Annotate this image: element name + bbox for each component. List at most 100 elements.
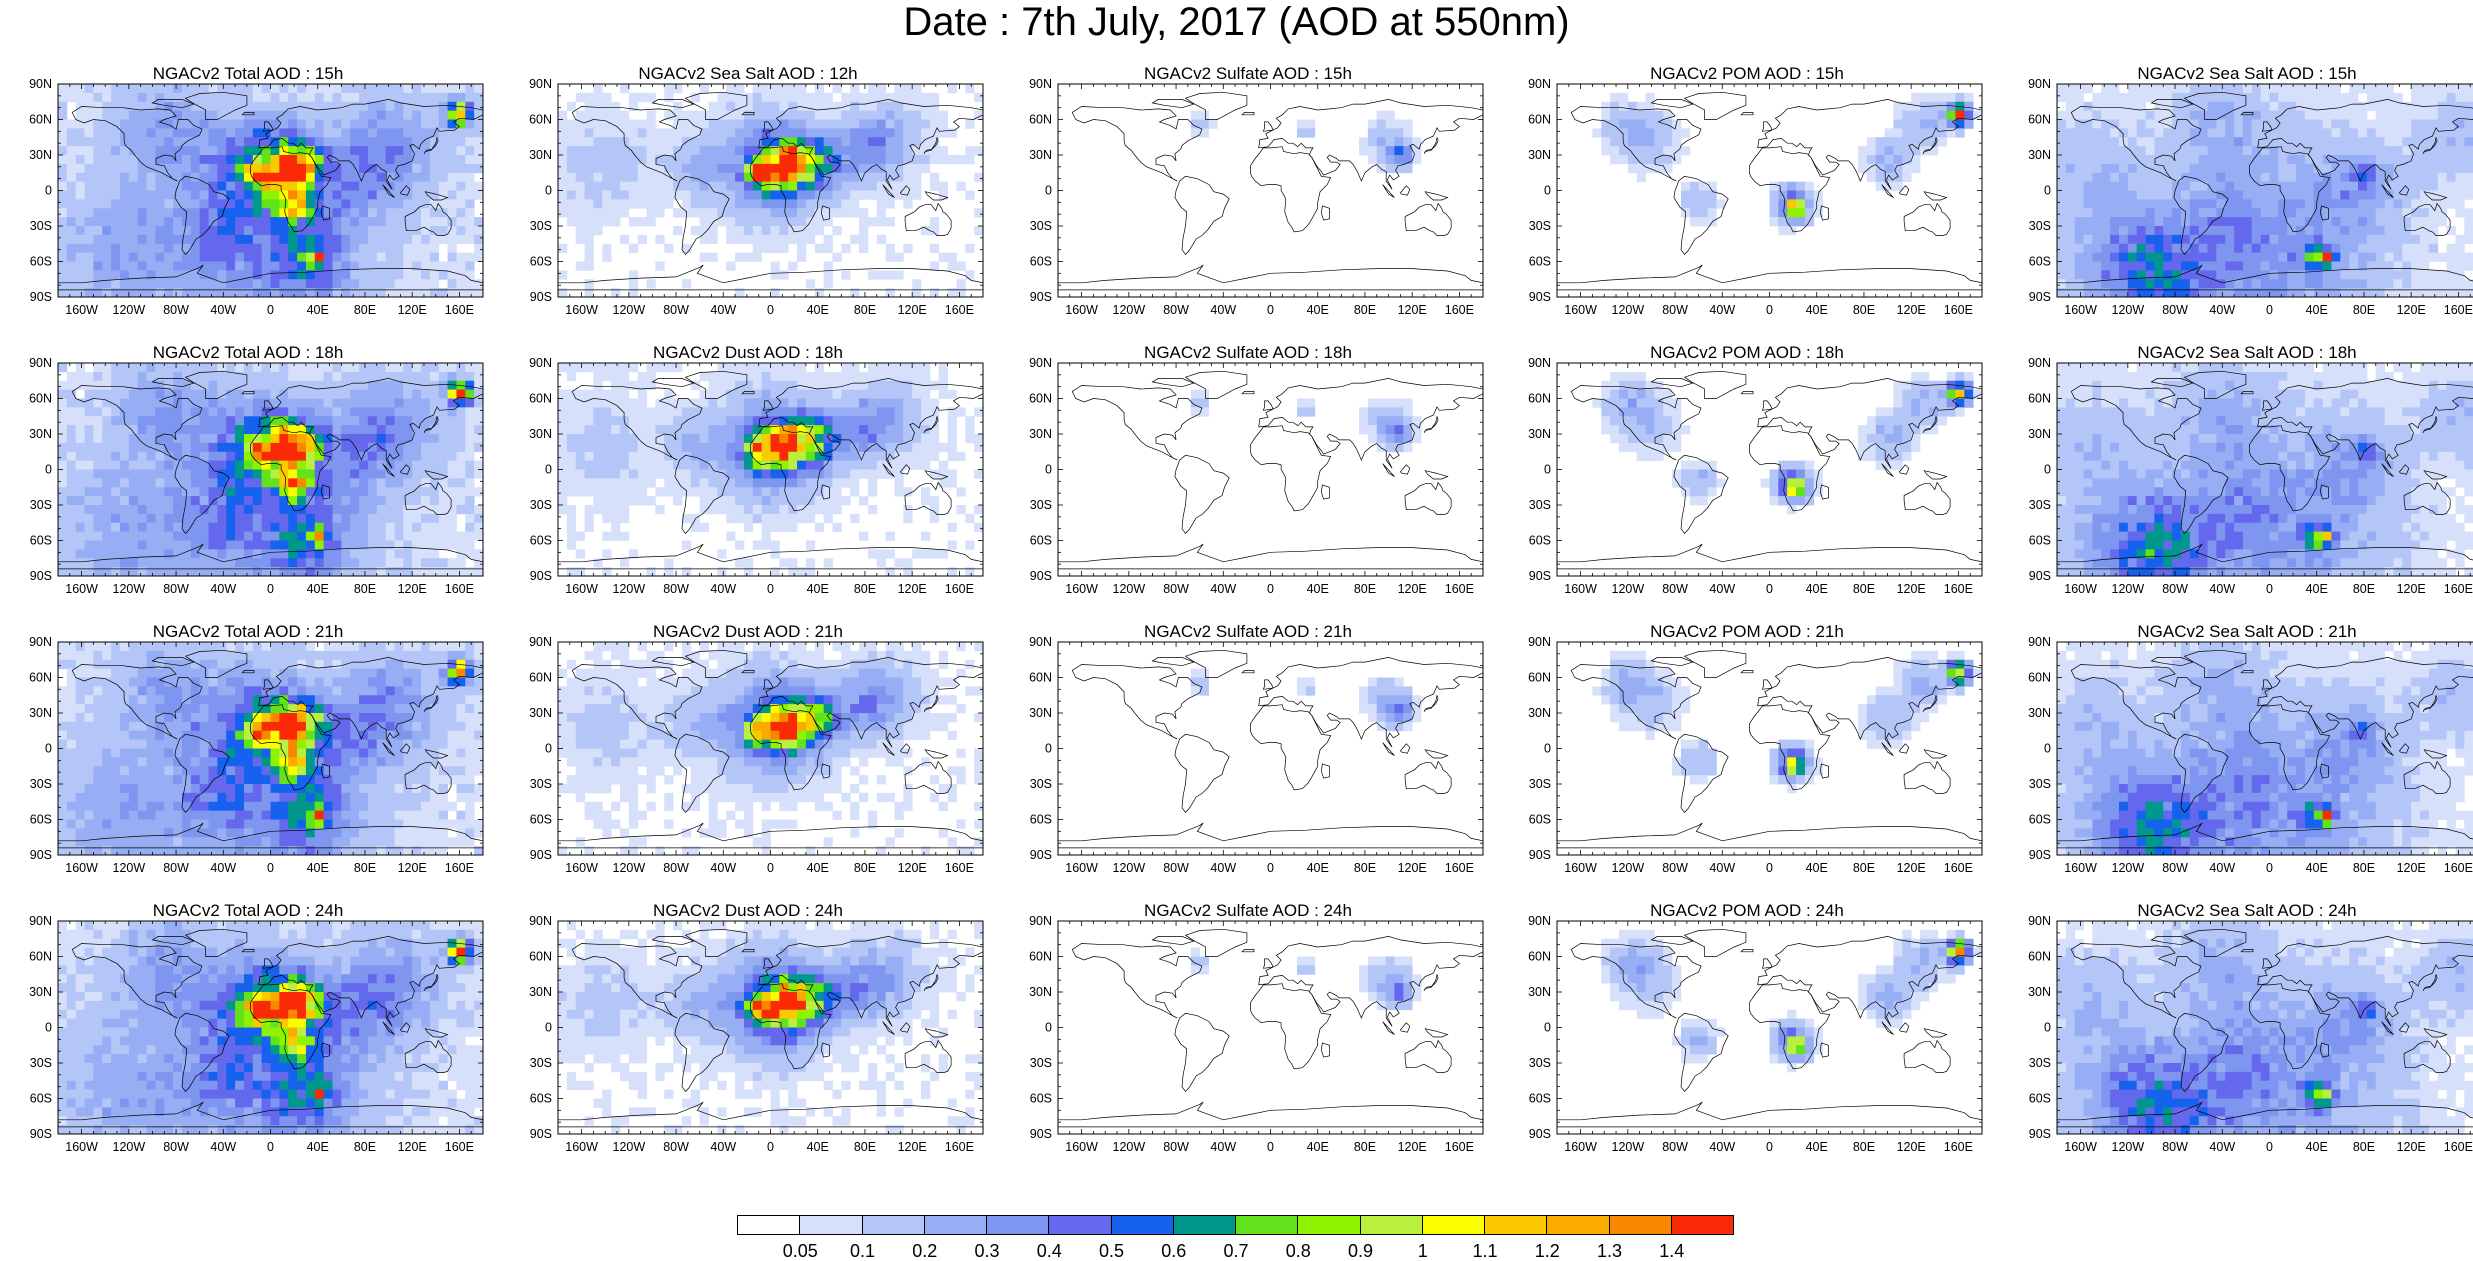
lat-label: 90N	[529, 356, 552, 370]
panel-title: NGACv2 POM AOD : 24h	[1507, 901, 1987, 921]
lat-label: 90S	[2029, 1127, 2051, 1141]
lat-label: 90N	[2028, 914, 2051, 928]
panel-title: NGACv2 Sea Salt AOD : 18h	[2007, 343, 2473, 363]
lat-label: 30S	[1030, 777, 1052, 791]
lat-label: 60N	[529, 950, 552, 964]
panel-title: NGACv2 Total AOD : 24h	[8, 901, 488, 921]
lon-label: 40W	[1210, 582, 1236, 596]
lat-label: 90S	[530, 1127, 552, 1141]
lat-label: 0	[1045, 463, 1052, 477]
lat-label: 0	[45, 463, 52, 477]
lat-label: 30S	[1529, 777, 1551, 791]
lon-label: 120E	[1398, 303, 1427, 317]
lon-label: 40W	[210, 303, 236, 317]
lat-label: 30S	[1030, 219, 1052, 233]
lat-label: 60S	[1529, 813, 1551, 827]
lat-label: 60S	[1529, 534, 1551, 548]
lat-label: 60N	[29, 113, 52, 127]
lat-label: 90S	[1030, 848, 1052, 862]
lon-label: 120W	[1612, 303, 1645, 317]
panel-title: NGACv2 Sea Salt AOD : 24h	[2007, 901, 2473, 921]
lat-label: 30S	[2029, 219, 2051, 233]
lat-label: 60S	[1030, 1092, 1052, 1106]
lat-label: 60N	[1528, 950, 1551, 964]
lon-label: 120W	[2112, 303, 2145, 317]
lon-label: 120W	[113, 303, 146, 317]
lon-label: 0	[267, 861, 274, 875]
lon-label: 160W	[1065, 303, 1098, 317]
lat-label: 0	[2044, 463, 2051, 477]
lat-label: 0	[545, 463, 552, 477]
lat-label: 0	[2044, 1021, 2051, 1035]
lon-label: 80W	[2162, 1140, 2188, 1154]
lon-label: 160E	[1445, 582, 1474, 596]
lat-label: 60N	[2028, 671, 2051, 685]
lon-label: 80W	[663, 1140, 689, 1154]
lon-label: 160W	[2064, 582, 2097, 596]
lat-label: 90N	[529, 914, 552, 928]
lat-label: 90S	[530, 848, 552, 862]
lat-label: 30S	[530, 498, 552, 512]
lat-label: 60N	[2028, 950, 2051, 964]
lat-label: 90N	[29, 356, 52, 370]
lon-label: 160E	[1445, 303, 1474, 317]
lon-label: 80E	[1853, 303, 1875, 317]
lon-label: 80E	[854, 861, 876, 875]
aod-field	[1592, 372, 1982, 514]
lon-label: 120W	[1113, 861, 1146, 875]
lon-label: 120W	[613, 303, 646, 317]
lon-label: 80E	[854, 303, 876, 317]
lat-label: 30N	[1029, 427, 1052, 441]
colorbar-label: 0.3	[967, 1242, 1007, 1260]
colorbar-label: 1.1	[1465, 1242, 1505, 1260]
lon-label: 120W	[1612, 861, 1645, 875]
lon-label: 0	[767, 303, 774, 317]
lat-label: 90S	[1030, 1127, 1052, 1141]
lon-label: 40W	[710, 303, 736, 317]
lat-label: 30N	[29, 427, 52, 441]
lon-label: 40E	[1307, 1140, 1329, 1154]
lon-label: 40W	[710, 582, 736, 596]
lat-label: 90N	[1528, 914, 1551, 928]
lat-label: 0	[1544, 1021, 1551, 1035]
lat-label: 60N	[29, 671, 52, 685]
lat-label: 60N	[29, 950, 52, 964]
lat-label: 30S	[2029, 1056, 2051, 1070]
lon-label: 120E	[898, 1140, 927, 1154]
lon-label: 40W	[1709, 1140, 1735, 1154]
lon-label: 0	[767, 582, 774, 596]
lat-label: 90N	[29, 914, 52, 928]
colorbar-swatch	[1609, 1215, 1672, 1235]
lat-label: 60S	[1529, 1092, 1551, 1106]
lon-label: 160W	[65, 303, 98, 317]
lon-label: 80E	[854, 582, 876, 596]
lon-label: 80W	[163, 1140, 189, 1154]
lon-label: 120E	[398, 861, 427, 875]
lon-label: 40W	[2209, 861, 2235, 875]
colorbar-label: 0.7	[1216, 1242, 1256, 1260]
lon-label: 80W	[1163, 861, 1189, 875]
lon-label: 80W	[1163, 1140, 1189, 1154]
lon-label: 40E	[2306, 303, 2328, 317]
lat-label: 30N	[1029, 706, 1052, 720]
lon-label: 120E	[398, 1140, 427, 1154]
aod-field	[558, 642, 983, 855]
lon-label: 40E	[807, 582, 829, 596]
lon-label: 160W	[565, 861, 598, 875]
lon-label: 80E	[354, 303, 376, 317]
lon-label: 160W	[1564, 1140, 1597, 1154]
lon-label: 120E	[2397, 861, 2426, 875]
colorbar-label: 1	[1403, 1242, 1443, 1260]
lon-label: 40W	[1210, 861, 1236, 875]
